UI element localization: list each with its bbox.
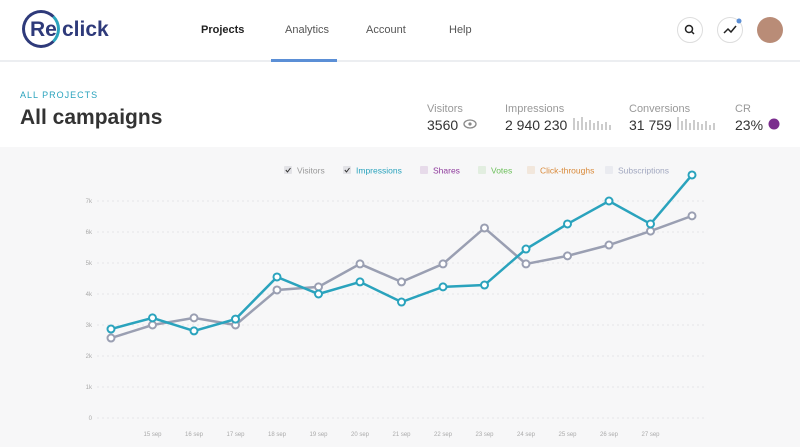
data-point [563, 251, 572, 261]
data-point [687, 211, 697, 221]
series-line [110, 174, 693, 333]
data-point [106, 324, 116, 334]
data-point [314, 282, 323, 292]
y-tick-label: 6k [86, 230, 93, 236]
x-tick-label: 18 sep [268, 432, 287, 438]
x-tick-label: 27 sep [641, 432, 660, 438]
legend-item[interactable]: Subscriptions [605, 166, 669, 176]
activity-button[interactable] [717, 17, 743, 43]
data-point [646, 219, 655, 229]
data-point [604, 240, 614, 250]
stat-label: Impressions [505, 103, 565, 115]
legend-check [344, 167, 350, 173]
y-tick-label: 3k [86, 323, 93, 329]
y-tick-label: 4k [86, 292, 93, 298]
data-point [231, 314, 240, 324]
stat-value: 31 759 [629, 117, 672, 133]
page-title[interactable]: All campaigns [20, 106, 163, 129]
stat-value: 2 940 230 [505, 117, 568, 133]
data-point [106, 333, 116, 343]
x-tick-label: 17 sep [226, 432, 245, 438]
header: Re click Projects Analytics Account Help [0, 0, 800, 62]
legend-label: Impressions [356, 166, 402, 176]
data-point [563, 219, 572, 229]
nav-item[interactable]: Analytics [285, 24, 330, 36]
search-button[interactable] [677, 17, 703, 43]
legend-item[interactable]: Votes [478, 166, 512, 176]
legend-checkbox [605, 166, 613, 174]
legend-checkbox [527, 166, 535, 174]
legend-item[interactable]: Impressions [343, 166, 402, 176]
legend-item[interactable]: Shares [420, 166, 460, 176]
x-tick-label: 15 sep [143, 432, 162, 438]
nav-item[interactable]: Account [366, 24, 406, 36]
y-tick-label: 7k [86, 199, 93, 205]
legend-checkbox [478, 166, 486, 174]
data-point [604, 196, 614, 206]
legend-label: Visitors [297, 166, 325, 176]
data-point [272, 285, 282, 295]
data-point [480, 280, 489, 290]
data-point [189, 313, 199, 323]
nav-item[interactable]: Projects [201, 24, 245, 36]
stat-value: 23% [735, 117, 764, 133]
stat-label: CR [735, 103, 751, 115]
logo[interactable]: click [62, 18, 109, 41]
active-tab [271, 59, 337, 62]
x-tick-label: 26 sep [600, 432, 619, 438]
legend-checkbox [343, 166, 351, 174]
y-tick-label: 1k [86, 385, 93, 391]
legend-label: Votes [491, 166, 512, 176]
y-tick-label: 5k [86, 261, 93, 267]
data-point [687, 170, 697, 180]
stat-decorations [463, 117, 780, 130]
data-point [521, 259, 531, 269]
data-point [314, 289, 323, 299]
data-point [397, 277, 406, 287]
chart-area [0, 147, 800, 447]
stat-label: Conversions [629, 103, 691, 115]
x-tick-label: 21 sep [392, 432, 411, 438]
data-point [148, 320, 157, 330]
chart: 0 1k 2k 3k 4k 5k 6k 7k 15 sep 16 sep 17 sep 18 sep 1… [86, 166, 705, 438]
legend-checkbox [420, 166, 428, 174]
stat-value: 3560 [427, 117, 459, 133]
x-tick-label: 24 sep [517, 432, 536, 438]
x-tick-label: 23 sep [475, 432, 494, 438]
x-tick-label: 19 sep [309, 432, 328, 438]
breadcrumb[interactable]: ALL PROJECTS [20, 90, 99, 100]
data-point [355, 277, 365, 287]
data-point [355, 259, 365, 269]
series-line [110, 214, 693, 340]
avatar[interactable] [757, 17, 783, 43]
data-point [148, 313, 157, 323]
legend-label: Subscriptions [618, 166, 669, 176]
data-point [480, 223, 489, 233]
legend-check [285, 167, 291, 173]
x-tick-label: 25 sep [558, 432, 577, 438]
data-point [189, 326, 199, 336]
x-tick-label: 16 sep [185, 432, 204, 438]
legend-label: Click-throughs [540, 166, 594, 176]
legend-label: Shares [433, 166, 460, 176]
x-tick-label: 20 sep [351, 432, 370, 438]
data-point [438, 259, 448, 269]
x-tick-label: 22 sep [434, 432, 453, 438]
legend-item[interactable]: Visitors [284, 166, 325, 176]
data-point [397, 297, 406, 307]
data-point [438, 282, 448, 292]
data-point [646, 226, 655, 236]
logo[interactable]: Re [30, 18, 57, 41]
nav-item[interactable]: Help [449, 24, 472, 36]
logo-ring [22, 10, 60, 48]
y-tick-label: 0 [89, 416, 93, 422]
data-point [521, 244, 531, 254]
legend-item[interactable]: Click-throughs [527, 166, 594, 176]
legend-checkbox [284, 166, 292, 174]
data-point [272, 272, 282, 282]
stat-label: Visitors [427, 103, 463, 115]
y-tick-label: 2k [86, 354, 93, 360]
